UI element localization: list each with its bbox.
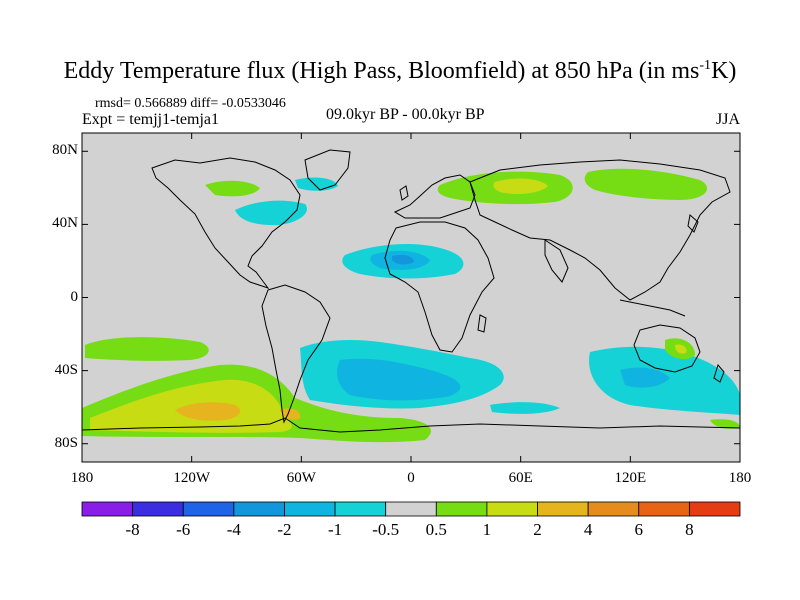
colorbar-label-9: 4 [583,520,593,539]
lon-label-120W: 120W [173,470,210,486]
colorbar-box-0 [81,501,134,517]
colorbar-box-8 [486,501,538,517]
colorbar-box-1 [132,501,184,517]
colorbar-label-8: 2 [533,520,542,539]
colorbar-label-10: 6 [634,520,644,539]
period-label: 09.0kyr BP - 00.0kyr BP [326,106,485,123]
contour-north-atlantic-darkblue [392,254,414,265]
colorbar-box-3 [233,501,285,517]
colorbar-label-7: 1 [482,520,492,539]
contour-antarctic-cyan-left [490,402,560,414]
contour-southern-ocean-orange [175,402,241,421]
coast-greenland [304,149,351,191]
coast-indonesia [619,299,686,317]
experiment-label: Expt = temjj1-temja1 [82,111,219,128]
colorbar-label-11: 8 [685,520,694,539]
lat-label-0: 0 [70,288,79,305]
lon-label-180: 180 [70,470,94,486]
season-label: JJA [716,111,741,128]
lon-label-120E: 120E [614,470,647,486]
lat-label-40N: 40N [52,215,78,232]
stats-line: rmsd= 0.566889 diff= -0.0533046 [95,96,286,111]
coast-africa [384,221,495,353]
colorbar-box-7 [435,501,488,517]
lon-label-180: 180 [728,470,752,486]
colorbar-label-5: -0.5 [372,520,400,539]
lon-label-0: 0 [407,470,415,486]
lon-label-60E: 60E [508,470,533,486]
contour-north-america-cyan [235,200,308,226]
title-main: Eddy Temperature flux (High Pass, Bloomf… [63,58,700,84]
coast-australia [633,324,701,373]
coast-japan [687,214,699,233]
map-ticks [81,133,741,462]
contour-drake-orange [280,408,301,420]
contour-siberia-green [584,168,708,200]
map-panel [81,132,741,463]
coast-north-america [151,157,301,289]
contour-south-pacific-green [85,337,209,361]
colorbar-label-3: -2 [277,520,292,539]
coast-new-zealand [713,363,725,383]
coast-madagascar [477,314,487,333]
coastlines [82,149,740,433]
coast-south-america [261,284,331,424]
colorbar-box-6 [385,501,437,517]
colorbar-label-6: 0.5 [425,520,447,539]
colorbar-label-1: -6 [176,520,191,539]
lat-label-80S: 80S [54,434,78,451]
colorbar-box-11 [638,501,690,517]
coast-europe [393,174,476,219]
contour-south-indian-blue [620,367,670,388]
lon-label-60W: 60W [286,470,316,486]
contour-south-atlantic-blue [337,358,461,401]
coast-asia [469,159,731,301]
colorbar-box-4 [284,501,336,517]
coast-india [544,239,569,283]
contour-antarctic-green [710,419,740,429]
colorbar-box-12 [688,501,741,517]
colorbar [81,501,741,517]
colorbar-label-4: -1 [327,520,343,539]
lat-label-80N: 80N [52,142,78,159]
coast-britain [399,185,409,201]
colorbar-box-9 [537,501,589,517]
title-unit-end: K) [711,58,737,84]
colorbar-box-10 [587,501,640,517]
colorbar-label-0: -8 [125,520,140,539]
title-superscript: -1 [699,58,712,73]
contour-north-america-green [205,180,260,197]
contour-eurasia-yellow [493,178,548,194]
lat-label-40S: 40S [54,361,78,378]
contour-fields [82,168,740,443]
map-title: Eddy Temperature flux (High Pass, Bloomf… [0,58,800,85]
coast-antarctica [82,417,740,433]
contour-australia-yellow [675,344,687,354]
colorbar-box-2 [182,501,235,517]
colorbar-box-5 [334,501,387,517]
colorbar-label-2: -4 [226,520,241,539]
